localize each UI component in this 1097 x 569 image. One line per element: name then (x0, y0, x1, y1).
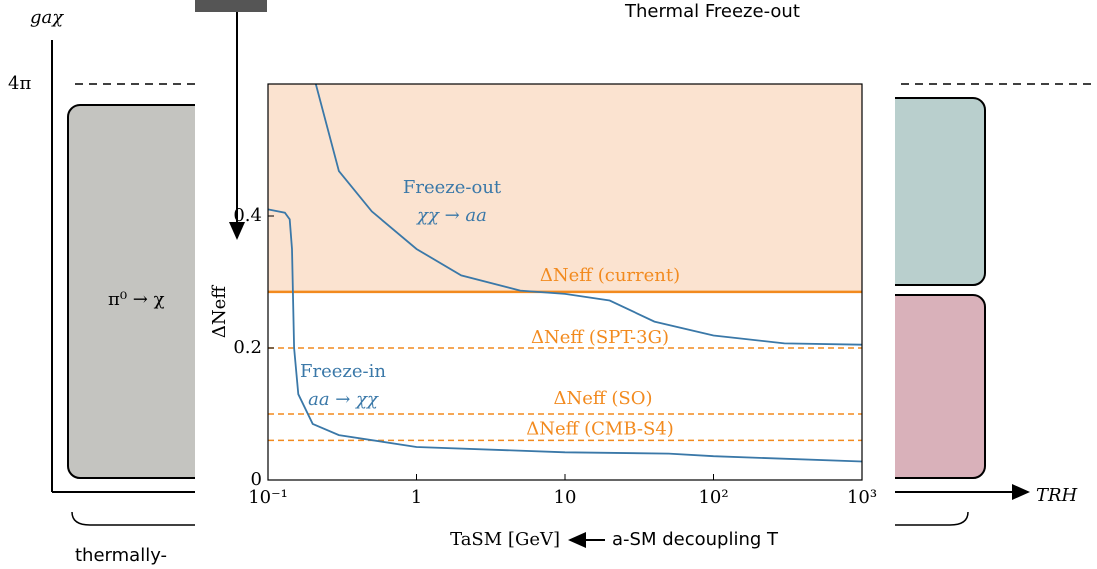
curve-process: χχ → aa (415, 205, 487, 226)
shaded-region (268, 84, 862, 292)
x-tick-label: 10³ (847, 487, 877, 508)
curve-label: Freeze-out (403, 177, 502, 198)
reference-label: ΔNeff (SO) (553, 388, 652, 409)
y-axis-label: ΔNeff (209, 285, 230, 338)
curve-label: Freeze-in (300, 361, 386, 382)
thumbnail (195, 0, 267, 12)
x-axis-label: TRH (1036, 485, 1078, 506)
x-axis-label: TaSM [GeV] (450, 529, 560, 550)
reference-label: ΔNeff (CMB-S4) (526, 418, 674, 439)
level-label: 4π (8, 73, 31, 94)
reference-label: ΔNeff (current) (540, 265, 680, 286)
y-tick-label: 0.2 (233, 337, 262, 358)
reference-label: ΔNeff (SPT-3G) (531, 327, 669, 348)
x-tick-label: 10 (554, 487, 577, 508)
y-tick-label: 0.4 (233, 205, 262, 226)
curve (267, 208, 863, 463)
box-label: π⁰ → χ (108, 289, 165, 310)
x-tick-label: 10⁻¹ (248, 487, 288, 508)
curve-process: aa → χχ (308, 389, 379, 410)
curve (314, 83, 863, 346)
x-axis-note: a-SM decoupling T (612, 529, 779, 550)
chart: ΔNeff (current) ΔNeff (SPT-3G) ΔNeff (SO) Δ… (209, 83, 877, 550)
y-tick-label: 0 (251, 469, 262, 490)
x-tick-label: 1 (411, 487, 422, 508)
top-label: Thermal Freeze-out (624, 1, 800, 22)
y-axis-label: gaχ (30, 7, 64, 28)
bottom-label: thermally- (75, 545, 167, 566)
x-tick-label: 10² (698, 487, 728, 508)
